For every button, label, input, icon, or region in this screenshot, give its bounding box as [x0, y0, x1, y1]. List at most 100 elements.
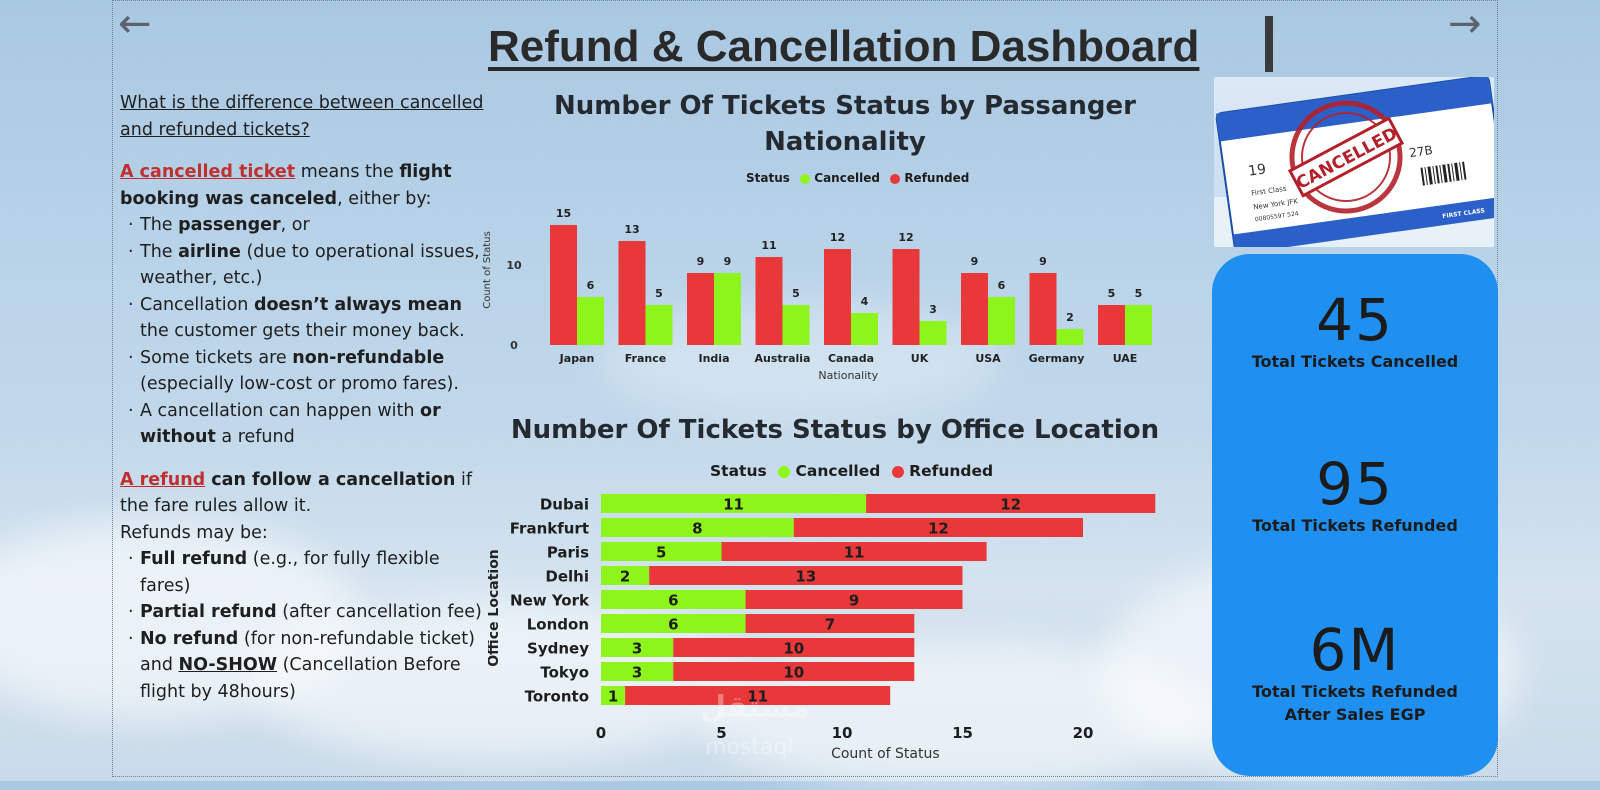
- list-item: The airline (due to operational issues, …: [120, 239, 488, 292]
- data-label-refunded: 13: [795, 568, 816, 586]
- bar-refunded: [745, 590, 963, 609]
- nationality-chart-legend[interactable]: Status Cancelled Refunded: [746, 171, 969, 185]
- bar-refunded: [755, 257, 783, 345]
- list-item: Full refund (e.g., for fully flexible fa…: [120, 546, 488, 599]
- y-tick-label: London: [527, 616, 589, 634]
- kpi-panel: 45 Total Tickets Cancelled 95 Total Tick…: [1212, 254, 1498, 776]
- x-tick-label: UAE: [1113, 352, 1138, 365]
- data-label-refunded: 15: [556, 207, 571, 220]
- bar-cancelled: [782, 305, 810, 345]
- bar-refunded: [687, 273, 714, 345]
- bar-cancelled: [601, 662, 674, 681]
- x-tick-label: UK: [911, 352, 929, 365]
- data-label-cancelled: 6: [668, 616, 678, 634]
- nationality-bar-chart[interactable]: Count of Status 0 10 15 6 Japan 13 5 France 9 9 Ind…: [480, 190, 1200, 390]
- bar-refunded: [1098, 305, 1125, 345]
- nationality-chart-title: Number Of Tickets Status by Passanger Na…: [554, 91, 1136, 157]
- legend-dot-refunded: [890, 173, 901, 184]
- forward-arrow-icon[interactable]: →: [1448, 1, 1482, 47]
- data-label-refunded: 12: [928, 520, 949, 538]
- data-label-cancelled: 3: [929, 303, 937, 316]
- bar-cancelled: [601, 542, 722, 561]
- refund-term: A refund: [120, 469, 206, 490]
- kpi-total-cancelled: 45 Total Tickets Cancelled: [1212, 290, 1498, 373]
- data-label-cancelled: 2: [620, 568, 630, 586]
- data-label-refunded: 12: [830, 231, 845, 244]
- data-label-cancelled: 1: [608, 688, 618, 706]
- x-tick-label: 15: [952, 724, 973, 742]
- data-label-cancelled: 6: [668, 592, 678, 610]
- cancel-bold: flight booking was canceled: [120, 162, 452, 209]
- bar-refunded: [673, 662, 915, 681]
- bar-cancelled: [714, 273, 741, 345]
- data-label-cancelled: 5: [656, 544, 666, 562]
- bar-cancelled: [645, 305, 673, 345]
- data-label-refunded: 9: [697, 255, 705, 268]
- data-label-refunded: 9: [1039, 255, 1047, 268]
- data-label-refunded: 12: [898, 231, 913, 244]
- data-label-cancelled: 3: [632, 640, 642, 658]
- x-tick-label: 5: [716, 724, 726, 742]
- kpi-value: 45: [1316, 286, 1394, 354]
- data-label-refunded: 10: [783, 664, 804, 682]
- data-label-refunded: 9: [849, 592, 859, 610]
- data-label-refunded: 13: [624, 223, 639, 236]
- data-label-refunded: 5: [1108, 287, 1116, 300]
- noshow-tail: (Cancellation Before flight by 48hours): [140, 655, 461, 702]
- cancel-term: A cancelled ticket: [120, 162, 296, 182]
- bar-cancelled: [601, 614, 746, 633]
- cancel-definition: A cancelled ticket means the flight book…: [120, 159, 488, 212]
- y-axis-label: Count of Status: [482, 231, 493, 309]
- bar-cancelled: [851, 313, 878, 345]
- data-label-cancelled: 11: [723, 496, 744, 514]
- list-item: No refund (for non-refundable ticket) an…: [120, 626, 488, 706]
- data-label-cancelled: 5: [655, 287, 663, 300]
- kpi-refunded-after-sales: 6M Total Tickets Refunded After Sales EG…: [1212, 620, 1498, 726]
- cancel-tail: , either by:: [337, 188, 432, 209]
- bar-refunded: [673, 638, 915, 657]
- data-label-cancelled: 5: [1135, 287, 1143, 300]
- x-tick-label: 20: [1073, 724, 1094, 742]
- office-chart-legend[interactable]: Status Cancelled Refunded: [710, 462, 993, 480]
- data-label-cancelled: 9: [724, 255, 732, 268]
- back-arrow-icon[interactable]: ←: [118, 1, 152, 47]
- noshow-term: NO-SHOW: [178, 655, 278, 675]
- bar-cancelled: [601, 494, 867, 513]
- list-item: The passenger, or: [120, 212, 488, 239]
- data-label-refunded: 11: [844, 544, 865, 562]
- bar-refunded: [625, 686, 891, 705]
- bar-refunded: [550, 225, 577, 345]
- x-tick-label: India: [699, 352, 730, 365]
- office-chart-title: Number Of Tickets Status by Office Locat…: [510, 415, 1160, 445]
- data-label-refunded: 12: [1000, 496, 1021, 514]
- kpi-label: Total Tickets Cancelled: [1251, 352, 1459, 371]
- x-tick-label: France: [625, 352, 666, 365]
- watermark-latin: mostaql: [705, 735, 794, 760]
- data-label-refunded: 9: [971, 255, 979, 268]
- cancel-bullets: The passenger, or The airline (due to op…: [120, 212, 488, 451]
- kpi-total-refunded: 95 Total Tickets Refunded: [1212, 454, 1498, 537]
- data-label-cancelled: 5: [792, 287, 800, 300]
- refund-bullets: Full refund (e.g., for fully flexible fa…: [120, 546, 488, 705]
- x-tick-label: Canada: [828, 352, 874, 365]
- cancel-text: means the: [295, 162, 400, 182]
- ticket-illustration: 19 First Class New York JFK 00805597 524…: [1214, 77, 1494, 247]
- bar-cancelled: [988, 297, 1015, 345]
- bar-refunded: [1029, 273, 1057, 345]
- list-item: Some tickets are non-refundable (especia…: [120, 345, 488, 398]
- y-tick-label: 10: [506, 259, 522, 272]
- barcode-icon: [1420, 161, 1467, 186]
- bar-refunded: [721, 542, 987, 561]
- kpi-value: 95: [1316, 450, 1394, 518]
- x-tick-label: Japan: [559, 352, 595, 365]
- legend-dot-refunded: [891, 465, 904, 478]
- data-label-cancelled: 8: [692, 520, 702, 538]
- data-label-refunded: 7: [825, 616, 835, 634]
- kpi-label: Total Tickets Refunded After Sales EGP: [1252, 682, 1458, 724]
- bar-refunded: [892, 249, 920, 345]
- explanation-panel: What is the difference between cancelled…: [120, 90, 488, 705]
- page-title: Refund & Cancellation Dashboard: [488, 22, 1200, 71]
- explanation-question: What is the difference between cancelled…: [120, 93, 484, 140]
- cancelled-ticket-image: 19 First Class New York JFK 00805597 524…: [1214, 77, 1494, 247]
